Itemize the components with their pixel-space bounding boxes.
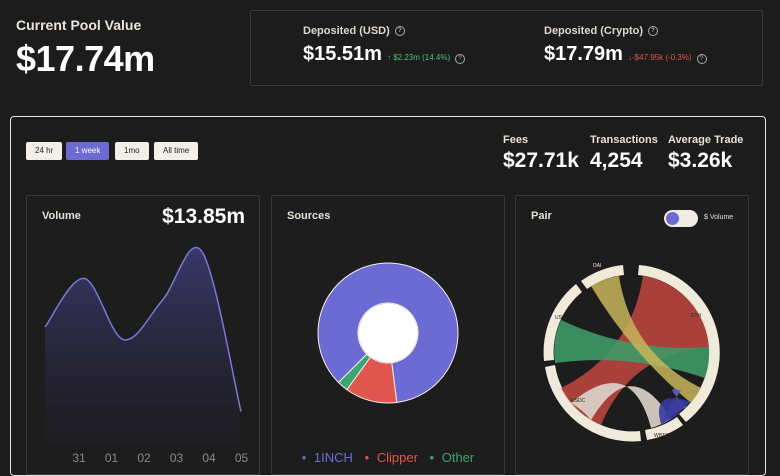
volume-card: Volume $13.85m 31 01 02 03 04 05 [26,195,260,475]
sources-legend: • 1INCH • Clipper • Other [272,450,504,465]
arc-usdc[interactable] [545,365,641,442]
donut-hole [358,303,418,363]
volume-value: $13.85m [162,205,245,228]
x-tick-label: 01 [105,451,119,465]
timeframe-alltime-button[interactable]: All time [154,142,199,160]
donut-slice-other[interactable] [337,353,372,391]
deposited-usd-change: ↑ $2.23m (14.4%) [386,53,451,62]
fees-stat: Fees $27.71k [503,134,579,173]
x-tick-label: 05 [235,451,249,465]
token-label-usdt: USDT [555,315,569,321]
legend-item-other[interactable]: • Other [429,450,475,465]
sources-title: Sources [287,210,331,222]
pair-title: Pair [531,210,552,222]
arc-wbtc[interactable] [645,417,683,440]
average-trade-stat: Average Trade $3.26k [668,134,743,173]
deposited-crypto: Deposited (Crypto) ? $17.79m ↓-$47.95k (… [544,25,707,66]
token-label-dai: DAI [593,263,601,269]
deposited-usd-label: Deposited (USD) [303,25,390,37]
deposited-crypto-change: ↓-$47.95k (-0.3%) [627,53,692,62]
info-icon[interactable]: ? [394,26,405,36]
pair-card: Pair $ Volume DAI ETH USDT USDC WBTC [515,195,749,475]
average-trade-value: $3.26k [668,149,733,172]
sources-card: Sources • 1INCH • Clipper • Other [271,195,505,475]
toggle-knob [666,212,679,225]
chord-wbtc-usdc [659,398,691,424]
volume-title: Volume [42,210,81,222]
deposited-crypto-label: Deposited (Crypto) [544,25,643,37]
token-label-wbtc: WBTC [654,433,669,439]
timeframe-24hr-button[interactable]: 24 hr [26,142,63,160]
current-pool-value: $17.74m [16,38,155,79]
arc-dai[interactable] [581,265,624,289]
transactions-stat: Transactions 4,254 [590,134,658,173]
fees-label: Fees [503,134,529,146]
token-label-usdc: USDC [571,398,586,404]
x-tick-label: 02 [137,451,151,465]
average-trade-label: Average Trade [668,134,744,146]
pair-chord-diagram: DAI ETH USDT USDC WBTC [543,263,720,442]
deposited-usd-value: $15.51m [303,43,382,65]
info-icon[interactable]: ? [455,54,466,64]
legend-item-clipper[interactable]: • Clipper [364,450,418,465]
deposited-crypto-value: $17.79m [544,43,623,65]
legend-item-1inch[interactable]: • 1INCH [301,450,353,465]
volume-area [45,247,241,446]
volume-toggle-label: $ Volume [704,214,734,221]
chord-dai-eth [591,276,701,403]
deposited-usd: Deposited (USD) ? $15.51m ↑ $2.23m (14.4… [303,25,466,66]
current-pool-value-label: Current Pool Value [16,17,142,33]
chord-eth-usdt [554,320,710,378]
x-tick-label: 03 [170,451,184,465]
timeframe-1mo-button[interactable]: 1mo [115,142,149,160]
volume-toggle[interactable] [664,210,698,227]
transactions-value: 4,254 [590,149,643,172]
fees-value: $27.71k [503,149,579,172]
volume-area-chart: 31 01 02 03 04 05 [44,247,249,465]
arc-usdt[interactable] [543,284,582,361]
arc-eth[interactable] [638,265,720,422]
deposited-summary: Deposited (USD) ? $15.51m ↑ $2.23m (14.4… [250,10,763,86]
volume-line [44,247,242,412]
token-label-eth: ETH [691,313,701,319]
x-tick-label: 04 [202,451,216,465]
chord-usdc-wbtc [571,383,671,428]
timeframe-1week-button[interactable]: 1 week [66,142,110,160]
info-icon[interactable]: ? [648,26,658,36]
transactions-label: Transactions [590,134,658,146]
info-icon[interactable]: ? [696,54,707,64]
sources-donut-chart [317,262,459,404]
x-tick-label: 31 [72,451,86,465]
